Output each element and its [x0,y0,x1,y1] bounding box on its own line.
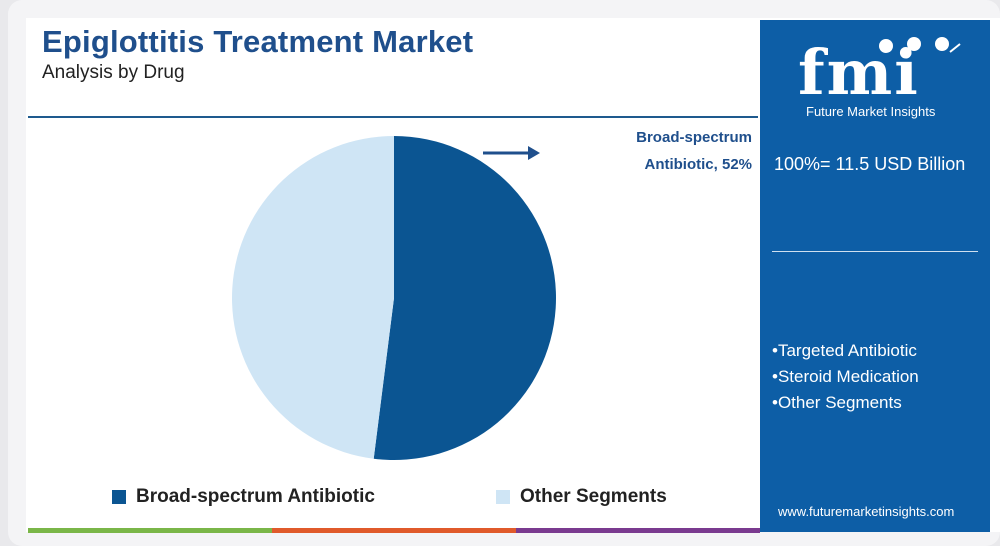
segment-list: Targeted Antibiotic Steroid Medication O… [772,338,919,416]
pie-slice-other-segments [231,136,394,459]
pie-slice-broad-spectrum-antibiotic [373,136,556,460]
accent-bar-purple [516,528,760,533]
fmi-logo: fmi Future Market Insights [794,32,964,128]
market-total: 100%= 11.5 USD Billion [774,154,966,174]
svg-text:fmi: fmi [798,36,920,102]
legend-item-broad-spectrum: Broad-spectrum Antibiotic [112,486,375,508]
callout-line-1: Broad-spectrum [636,129,752,146]
chart-title: Epiglottitis Treatment Market [42,24,474,59]
sidebar-divider [772,251,978,252]
legend-label: Other Segments [520,486,667,507]
fmi-logo-mark: fmi [798,36,961,109]
brand-name: Future Market Insights [806,104,936,119]
legend-swatch-light [496,490,510,504]
legend-swatch-dark [112,490,126,504]
legend-label: Broad-spectrum Antibiotic [136,486,375,507]
pie-slices [231,136,556,460]
segment-item: Other Segments [772,390,919,416]
website-link[interactable]: www.futuremarketinsights.com [778,504,955,519]
accent-bar-orange [272,528,516,533]
callout-line-2: Antibiotic, 52% [644,156,752,173]
pie-chart [231,136,556,460]
segment-item: Targeted Antibiotic [772,338,919,364]
legend-item-other-segments: Other Segments [496,486,667,508]
chart-subtitle: Analysis by Drug [42,62,185,83]
callout-arrow [483,146,540,160]
slice-callout: Broad-spectrum Antibiotic, 52% [560,124,752,178]
title-divider [28,116,758,118]
info-sidebar: fmi Future Market Insights 100%= 11.5 US… [760,20,990,532]
accent-bar-green [28,528,272,533]
segment-item: Steroid Medication [772,364,919,390]
